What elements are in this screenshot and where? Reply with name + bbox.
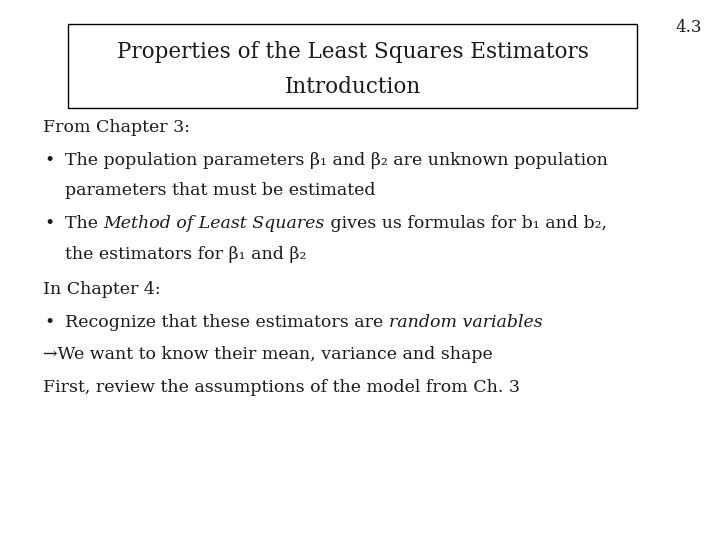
Text: Method of Least Squares: Method of Least Squares (103, 215, 325, 232)
Text: →We want to know their mean, variance and shape: →We want to know their mean, variance an… (43, 346, 493, 363)
Text: gives us formulas for b₁ and b₂,: gives us formulas for b₁ and b₂, (325, 215, 606, 232)
Text: From Chapter 3:: From Chapter 3: (43, 119, 190, 136)
Text: •: • (45, 152, 55, 168)
Text: random variables: random variables (389, 314, 542, 330)
Text: parameters that must be estimated: parameters that must be estimated (65, 183, 375, 199)
Text: First, review the assumptions of the model from Ch. 3: First, review the assumptions of the mod… (43, 379, 521, 396)
Text: Introduction: Introduction (284, 76, 421, 98)
Text: the estimators for β₁ and β₂: the estimators for β₁ and β₂ (65, 246, 306, 263)
Text: 4.3: 4.3 (675, 19, 702, 36)
Text: In Chapter 4:: In Chapter 4: (43, 281, 161, 298)
Text: Recognize that these estimators are: Recognize that these estimators are (65, 314, 389, 330)
FancyBboxPatch shape (68, 24, 637, 108)
Text: •: • (45, 314, 55, 330)
Text: The: The (65, 215, 103, 232)
Text: •: • (45, 215, 55, 232)
Text: Properties of the Least Squares Estimators: Properties of the Least Squares Estimato… (117, 41, 589, 63)
Text: The population parameters β₁ and β₂ are unknown population: The population parameters β₁ and β₂ are … (65, 152, 608, 168)
